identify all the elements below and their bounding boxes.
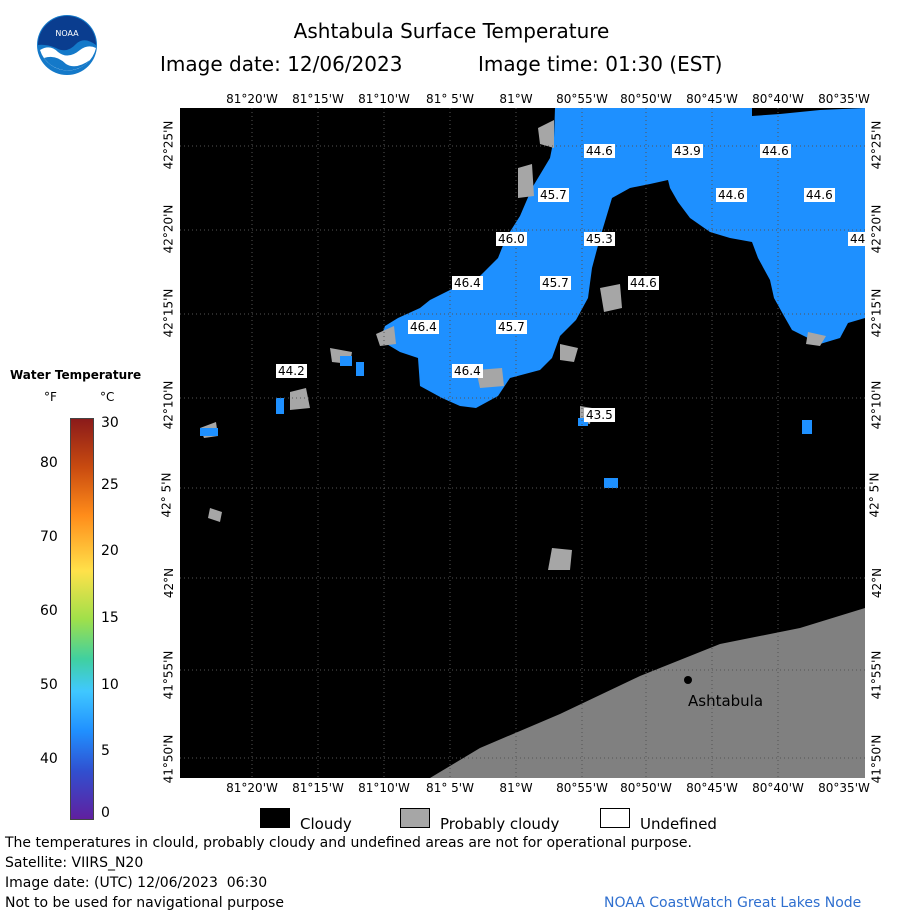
lat-label: 42°25'N: [869, 120, 884, 170]
temp-label: 43.9: [672, 144, 703, 158]
lat-label: 42°15'N: [869, 288, 884, 338]
lon-label: 80°55'W: [556, 781, 608, 795]
temp-label: 45.7: [496, 320, 527, 334]
lat-label: 42° 5'N: [159, 472, 174, 518]
lat-label: 42°15'N: [161, 288, 176, 338]
f-tick: 80: [40, 455, 58, 471]
c-tick: 25: [101, 477, 119, 493]
f-tick: 60: [40, 603, 58, 619]
f-tick: 40: [40, 751, 58, 767]
credit: NOAA CoastWatch Great Lakes Node: [604, 895, 862, 911]
temp-label: 44.2: [276, 364, 307, 378]
temp-label: 44: [848, 232, 868, 246]
c-tick: 30: [101, 415, 119, 431]
city-marker: [684, 676, 692, 684]
satellite: Satellite: VIIRS_N20: [5, 855, 144, 871]
temperature-map[interactable]: 44.6 43.9 44.6 45.7 44.6 44.6 46.0 45.3 …: [180, 108, 868, 778]
water-specks: [200, 356, 812, 488]
lat-label: 42° 5'N: [867, 472, 882, 518]
temp-label: 44.6: [628, 276, 659, 290]
lon-label: 80°55'W: [556, 92, 608, 106]
lat-label: 42°20'N: [869, 204, 884, 254]
cloudy-swatch: [260, 808, 290, 828]
color-scale-bar: [70, 418, 94, 820]
temp-label: 44.6: [804, 188, 835, 202]
lon-label: 81°10'W: [358, 781, 410, 795]
temp-label: 46.4: [408, 320, 439, 334]
unit-fahrenheit: °F: [44, 390, 57, 404]
c-tick: 0: [101, 805, 110, 821]
lat-label: 42°N: [162, 567, 177, 599]
lon-label: 81°15'W: [292, 92, 344, 106]
lon-label: 80°35'W: [818, 781, 870, 795]
c-tick: 5: [101, 743, 110, 759]
image-time: Image time: 01:30 (EST): [478, 52, 723, 76]
image-date: Image date: 12/06/2023: [160, 52, 403, 76]
undefined-label: Undefined: [640, 815, 717, 833]
temp-label: 44.6: [760, 144, 791, 158]
lon-label: 80°45'W: [686, 781, 738, 795]
lon-label: 81°20'W: [226, 781, 278, 795]
noaa-logo: NOAA: [36, 14, 98, 76]
lat-label: 41°55'N: [161, 650, 176, 700]
lon-label: 80°50'W: [620, 781, 672, 795]
temp-label: 44.6: [584, 144, 615, 158]
probably-cloudy-swatch: [400, 808, 430, 828]
lon-label: 80°50'W: [620, 92, 672, 106]
logo-text: NOAA: [55, 29, 79, 38]
legend-title: Water Temperature: [10, 368, 142, 382]
lon-label: 81°20'W: [226, 92, 278, 106]
unit-celsius: °C: [100, 390, 115, 404]
utc-date: Image date: (UTC) 12/06/2023 06:30: [5, 875, 268, 891]
map-canvas: [180, 108, 865, 778]
c-tick: 10: [101, 677, 119, 693]
land-region: [430, 608, 865, 778]
lon-label: 81°10'W: [358, 92, 410, 106]
lon-label: 81°W: [499, 92, 533, 106]
nav-warning: Not to be used for navigational purpose: [5, 895, 284, 911]
temp-label: 46.4: [452, 364, 483, 378]
f-tick: 50: [40, 677, 58, 693]
lat-label: 41°50'N: [869, 734, 884, 784]
temp-label: 46.0: [496, 232, 527, 246]
temp-label: 46.4: [452, 276, 483, 290]
temp-label: 44.6: [716, 188, 747, 202]
probably-cloudy-patches: [200, 120, 826, 570]
page-title: Ashtabula Surface Temperature: [293, 19, 610, 43]
temp-label: 45.7: [540, 276, 571, 290]
lon-label: 81° 5'W: [426, 781, 474, 795]
c-tick: 15: [101, 610, 119, 626]
lon-label: 80°40'W: [752, 92, 804, 106]
cloudy-label: Cloudy: [300, 815, 352, 833]
lon-label: 81°W: [499, 781, 533, 795]
lon-label: 81°15'W: [292, 781, 344, 795]
lat-label: 42°10'N: [869, 380, 884, 430]
c-tick: 20: [101, 543, 119, 559]
disclaimer: The temperatures in clould, probably clo…: [5, 835, 692, 851]
city-label: Ashtabula: [688, 692, 764, 710]
lat-label: 42°10'N: [161, 380, 176, 430]
f-tick: 70: [40, 529, 58, 545]
lat-label: 41°55'N: [869, 650, 884, 700]
undefined-swatch: [600, 808, 630, 828]
lat-label: 42°20'N: [161, 204, 176, 254]
lon-label: 80°40'W: [752, 781, 804, 795]
temp-label: 45.7: [538, 188, 569, 202]
lat-label: 42°25'N: [161, 120, 176, 170]
temp-label: 45.3: [584, 232, 615, 246]
probably-cloudy-label: Probably cloudy: [440, 815, 560, 833]
temp-label: 43.5: [584, 408, 615, 422]
lon-label: 80°45'W: [686, 92, 738, 106]
lon-label: 80°35'W: [818, 92, 870, 106]
lat-label: 41°50'N: [161, 734, 176, 784]
lat-label: 42°N: [870, 567, 885, 599]
lon-label: 81° 5'W: [426, 92, 474, 106]
